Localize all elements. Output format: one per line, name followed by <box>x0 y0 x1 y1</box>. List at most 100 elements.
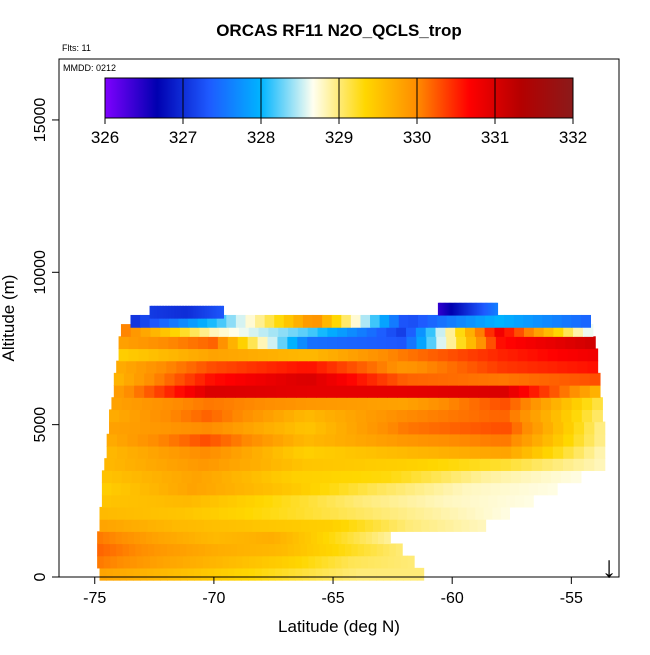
curtain-cell <box>244 482 255 496</box>
curtain-cell <box>413 519 422 532</box>
curtain-cell <box>103 555 111 569</box>
curtain-cell <box>170 409 182 423</box>
curtain-cell <box>396 324 407 337</box>
curtain-cell <box>310 482 321 496</box>
curtain-cell <box>255 531 263 545</box>
curtain-cell <box>344 458 356 471</box>
curtain-cell <box>497 348 509 362</box>
curtain-cell <box>336 360 348 374</box>
curtain-cell <box>315 421 327 435</box>
curtain-cell <box>241 470 253 484</box>
chart-title: ORCAS RF11 N2O_QCLS_trop <box>216 21 462 40</box>
curtain-cell <box>522 421 534 435</box>
curtain-cell <box>186 305 189 319</box>
curtain-cell <box>573 421 585 435</box>
colorbar-tick-label: 326 <box>91 128 119 147</box>
curtain-cell <box>326 372 338 386</box>
curtain-cell <box>540 397 552 411</box>
curtain-cell <box>300 543 308 557</box>
curtain-cell <box>573 324 584 337</box>
curtain-cell <box>110 494 121 508</box>
curtain-cell <box>589 372 601 386</box>
curtain-cell <box>243 531 251 545</box>
curtain-cell <box>306 360 318 374</box>
curtain-cell <box>491 470 502 484</box>
curtain-cell <box>155 305 158 319</box>
curtain-cell <box>458 372 469 386</box>
curtain-cell <box>251 470 263 484</box>
curtain-cell <box>286 360 298 374</box>
curtain-cell <box>387 385 398 398</box>
curtain-cell <box>559 372 571 386</box>
curtain-cell <box>577 348 589 362</box>
curtain-cell <box>232 421 244 435</box>
curtain-cell <box>531 458 543 471</box>
curtain-cell <box>168 433 180 447</box>
curtain-cell <box>530 397 542 411</box>
curtain-cell <box>168 305 171 319</box>
curtain-cell <box>437 458 449 471</box>
curtain-cell <box>274 421 286 435</box>
curtain-cell <box>154 305 157 319</box>
curtain-cell <box>171 519 181 532</box>
curtain-cell <box>376 433 388 447</box>
curtain-cell <box>174 305 177 319</box>
curtain-cell <box>362 567 371 581</box>
curtain-cell <box>148 336 159 350</box>
curtain-cell <box>474 324 486 337</box>
curtain-cell <box>437 372 449 386</box>
curtain-cell <box>189 305 192 319</box>
curtain-cell <box>187 482 198 496</box>
curtain-cell <box>274 531 281 545</box>
curtain-cell <box>322 567 330 581</box>
curtain-cell <box>225 482 236 496</box>
curtain-cell <box>542 314 553 328</box>
curtain-cell <box>208 458 220 471</box>
curtain-cell <box>500 445 512 459</box>
curtain-cell <box>305 421 317 435</box>
y-tick-label: 15000 <box>32 98 49 143</box>
curtain-cell <box>521 470 532 484</box>
curtain-cell <box>171 470 183 484</box>
curtain-cell <box>255 314 266 328</box>
curtain-cell <box>263 421 275 435</box>
curtain-cell <box>275 385 287 398</box>
curtain-cell <box>583 433 595 447</box>
curtain-cell <box>459 397 470 411</box>
curtain-cell <box>337 324 348 337</box>
curtain-cell <box>496 302 499 316</box>
curtain-cell <box>378 348 389 362</box>
curtain-cell <box>293 433 305 447</box>
curtain-cell <box>248 555 257 569</box>
curtain-cell <box>563 421 575 435</box>
curtain-cell <box>113 372 125 386</box>
curtain-cell <box>573 458 585 471</box>
curtain-cell <box>511 470 522 484</box>
curtain-cell <box>151 305 154 319</box>
curtain-cell <box>201 305 205 319</box>
curtain-cell <box>238 324 250 337</box>
curtain-cell <box>377 421 389 435</box>
curtain-cell <box>494 324 505 337</box>
curtain-cell <box>296 360 308 374</box>
curtain-cell <box>355 506 365 520</box>
curtain-cell <box>131 519 141 532</box>
curtain-cell <box>389 519 398 532</box>
curtain-cell <box>131 470 143 484</box>
curtain-cell <box>284 421 296 435</box>
curtain-cell <box>328 555 336 569</box>
curtain-cell <box>167 543 174 557</box>
curtain-cell <box>443 494 453 508</box>
curtain-cell <box>225 385 236 398</box>
curtain-cell <box>230 543 238 557</box>
curtain-cell <box>476 336 487 350</box>
colorbar-tick-label: 328 <box>247 128 275 147</box>
curtain-cell <box>523 314 534 328</box>
curtain-cell <box>113 385 125 398</box>
curtain-cell <box>331 314 342 328</box>
curtain-cell <box>163 555 171 569</box>
curtain-cell <box>108 506 118 520</box>
curtain-cell <box>103 543 111 557</box>
curtain-cell <box>415 324 427 337</box>
curtain-cell <box>187 458 199 471</box>
